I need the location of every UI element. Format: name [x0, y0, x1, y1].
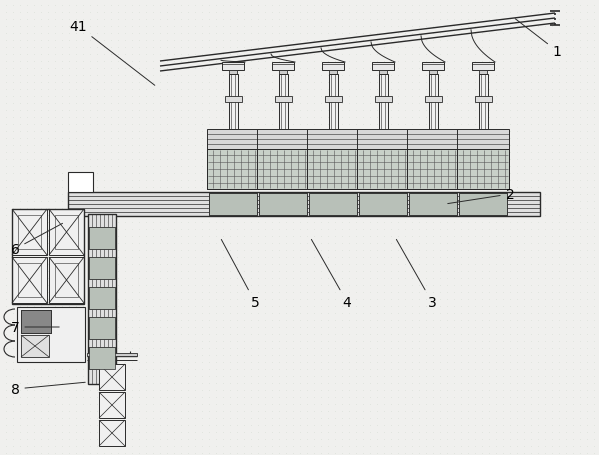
Text: 5: 5 — [221, 240, 259, 309]
Bar — [68, 192, 540, 217]
Bar — [21, 310, 51, 333]
Bar — [89, 288, 115, 309]
Bar — [259, 193, 307, 216]
Bar — [49, 210, 84, 255]
Bar — [279, 71, 287, 75]
Bar — [407, 150, 459, 190]
Bar — [257, 130, 309, 150]
Bar — [372, 63, 394, 71]
Bar — [89, 228, 115, 249]
Bar — [275, 97, 292, 103]
Bar — [207, 130, 259, 150]
Bar — [89, 317, 115, 339]
Bar — [457, 150, 509, 190]
Bar — [88, 214, 116, 384]
Bar — [89, 258, 115, 279]
Bar — [68, 172, 93, 192]
Bar — [99, 420, 125, 446]
Bar — [207, 150, 259, 190]
Bar — [259, 193, 307, 216]
Bar — [459, 193, 507, 216]
Bar — [18, 216, 41, 249]
Bar — [21, 310, 51, 333]
Bar — [99, 392, 125, 418]
Bar — [407, 150, 459, 190]
Bar — [272, 63, 294, 71]
Bar — [409, 193, 457, 216]
Bar — [21, 335, 49, 357]
Bar — [55, 263, 78, 298]
Bar — [279, 75, 288, 130]
Bar — [307, 130, 359, 150]
Bar — [12, 258, 47, 303]
Bar — [375, 97, 392, 103]
Bar — [18, 263, 41, 298]
Text: 6: 6 — [11, 224, 62, 257]
Text: 1: 1 — [515, 20, 561, 59]
Bar — [89, 288, 115, 309]
Bar — [322, 63, 344, 71]
Bar — [379, 71, 387, 75]
Bar — [309, 193, 357, 216]
Bar — [409, 193, 457, 216]
Bar — [329, 71, 337, 75]
Bar — [17, 307, 85, 362]
Bar — [229, 71, 237, 75]
Bar — [457, 130, 509, 150]
Text: 4: 4 — [311, 240, 352, 309]
Bar — [475, 97, 492, 103]
Bar — [222, 63, 244, 71]
Bar — [459, 193, 507, 216]
Bar — [357, 150, 409, 190]
Bar — [307, 150, 359, 190]
Bar — [229, 75, 238, 130]
Text: 41: 41 — [69, 20, 155, 86]
Bar — [429, 75, 438, 130]
Bar — [209, 193, 257, 216]
Bar — [407, 130, 459, 150]
Text: 2: 2 — [447, 187, 515, 204]
Bar — [425, 97, 442, 103]
Bar — [479, 71, 487, 75]
Bar — [309, 193, 357, 216]
Bar — [422, 63, 444, 71]
Text: 8: 8 — [11, 382, 85, 396]
Bar — [257, 150, 309, 190]
Bar — [325, 97, 342, 103]
Bar — [89, 317, 115, 339]
Bar — [99, 364, 125, 390]
Bar — [329, 75, 338, 130]
Bar — [87, 353, 137, 356]
Bar — [359, 193, 407, 216]
Text: 3: 3 — [397, 240, 437, 309]
Bar — [379, 75, 388, 130]
Bar — [49, 258, 84, 303]
Bar — [307, 150, 359, 190]
Bar — [209, 193, 257, 216]
Bar — [12, 210, 47, 255]
Text: 7: 7 — [11, 320, 59, 334]
Bar — [12, 210, 84, 304]
Bar — [479, 75, 488, 130]
Bar — [55, 216, 78, 249]
Bar — [429, 71, 437, 75]
Bar — [225, 97, 242, 103]
Bar — [89, 258, 115, 279]
Bar — [89, 347, 115, 369]
Bar — [359, 193, 407, 216]
Bar — [89, 228, 115, 249]
Bar — [357, 130, 409, 150]
Bar — [457, 150, 509, 190]
Bar — [357, 150, 409, 190]
Bar — [89, 347, 115, 369]
Bar — [207, 150, 259, 190]
Bar — [472, 63, 494, 71]
Bar — [257, 150, 309, 190]
